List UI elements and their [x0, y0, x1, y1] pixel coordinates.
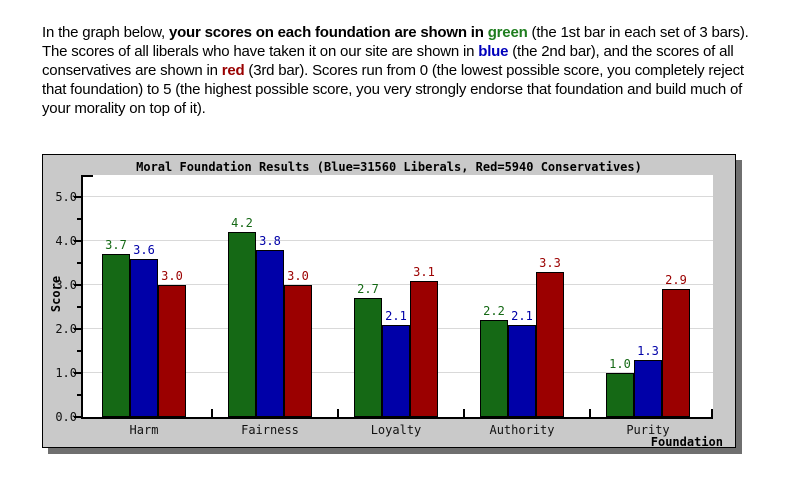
- x-category-label-loyalty: Loyalty: [370, 423, 422, 437]
- bar-value-purity-conservatives: 2.9: [665, 273, 687, 287]
- grid-line-5: [83, 196, 713, 197]
- bar-value-authority-your-scores: 2.2: [483, 304, 505, 318]
- x-category-label-purity: Purity: [626, 423, 670, 437]
- x-tick-1: [337, 409, 339, 417]
- intro-text-3: (the 2nd bar), and the scores of all con…: [42, 43, 734, 79]
- x-tick-4: [711, 409, 713, 417]
- bar-loyalty-your-scores: [354, 298, 382, 417]
- x-tick-2: [463, 409, 465, 417]
- y-tick-major: [74, 372, 81, 374]
- y-tick-minor: [77, 218, 81, 220]
- bar-value-harm-your-scores: 3.7: [105, 238, 127, 252]
- y-tick-minor: [77, 350, 81, 352]
- intro-text-1: In the graph below,: [42, 24, 169, 41]
- bar-value-harm-liberals: 3.6: [133, 243, 155, 257]
- x-tick-0: [211, 409, 213, 417]
- y-tick-label-1.0: 1.0: [55, 366, 77, 380]
- blue-keyword: blue: [478, 43, 509, 60]
- bar-value-fairness-your-scores: 4.2: [231, 216, 253, 230]
- y-tick-major: [74, 240, 81, 242]
- bar-value-loyalty-conservatives: 3.1: [413, 265, 435, 279]
- x-axis-label: Foundation: [650, 435, 723, 449]
- chart-title: Moral Foundation Results (Blue=31560 Lib…: [136, 160, 642, 174]
- moral-foundation-chart-panel: Moral Foundation Results (Blue=31560 Lib…: [42, 154, 736, 449]
- y-axis-label: Score: [49, 275, 63, 313]
- bar-authority-conservatives: [536, 272, 564, 417]
- bar-purity-your-scores: [606, 373, 634, 417]
- bar-fairness-conservatives: [284, 285, 312, 417]
- bar-value-fairness-liberals: 3.8: [259, 234, 281, 248]
- y-tick-minor: [77, 394, 81, 396]
- bar-value-purity-liberals: 1.3: [637, 344, 659, 358]
- y-tick-label-2.0: 2.0: [55, 322, 77, 336]
- plot-area: 3.7 3.6 3.0 4.2 3.8 3.0 2.7 2.1 3.1 2.2 2.1 3.3 1.0 1…: [81, 175, 713, 419]
- bar-harm-conservatives: [158, 285, 186, 417]
- x-category-label-fairness: Fairness: [241, 423, 299, 437]
- y-tick-minor: [77, 306, 81, 308]
- x-tick-3: [589, 409, 591, 417]
- intro-paragraph: In the graph below, your scores on each …: [42, 23, 756, 118]
- x-category-label-authority: Authority: [489, 423, 555, 437]
- bar-harm-liberals: [130, 259, 158, 417]
- y-axis-end-tick: [83, 175, 93, 177]
- bar-purity-conservatives: [662, 289, 690, 417]
- y-tick-major: [74, 284, 81, 286]
- y-tick-label-0.0: 0.0: [55, 410, 77, 424]
- intro-bold-text: your scores on each foundation are shown…: [168, 24, 488, 41]
- y-tick-major: [74, 416, 81, 418]
- bar-value-harm-conservatives: 3.0: [161, 269, 183, 283]
- y-tick-label-4.0: 4.0: [55, 234, 77, 248]
- x-category-label-harm: Harm: [129, 423, 159, 437]
- red-keyword: red: [221, 62, 245, 79]
- bar-fairness-your-scores: [228, 232, 256, 417]
- y-tick-minor: [77, 262, 81, 264]
- green-keyword: green: [487, 24, 528, 41]
- bar-value-loyalty-liberals: 2.1: [385, 309, 407, 323]
- bar-value-fairness-conservatives: 3.0: [287, 269, 309, 283]
- y-tick-label-5.0: 5.0: [55, 190, 77, 204]
- intro-text-2: (the 1st bar in each set of 3 bars). The…: [42, 24, 749, 60]
- bar-value-purity-your-scores: 1.0: [609, 357, 631, 371]
- bar-harm-your-scores: [102, 254, 130, 417]
- bar-loyalty-conservatives: [410, 281, 438, 417]
- bar-value-authority-liberals: 2.1: [511, 309, 533, 323]
- y-tick-label-3.0: 3.0: [55, 278, 77, 292]
- bar-value-authority-conservatives: 3.3: [539, 256, 561, 270]
- y-tick-major: [74, 196, 81, 198]
- bar-fairness-liberals: [256, 250, 284, 417]
- grid-line-3: [83, 284, 713, 285]
- bar-purity-liberals: [634, 360, 662, 417]
- bar-authority-your-scores: [480, 320, 508, 417]
- intro-text-4: (3rd bar). Scores run from 0 (the lowest…: [42, 62, 744, 117]
- bar-authority-liberals: [508, 325, 536, 417]
- bar-value-loyalty-your-scores: 2.7: [357, 282, 379, 296]
- bar-loyalty-liberals: [382, 325, 410, 417]
- grid-line-4: [83, 240, 713, 241]
- y-tick-major: [74, 328, 81, 330]
